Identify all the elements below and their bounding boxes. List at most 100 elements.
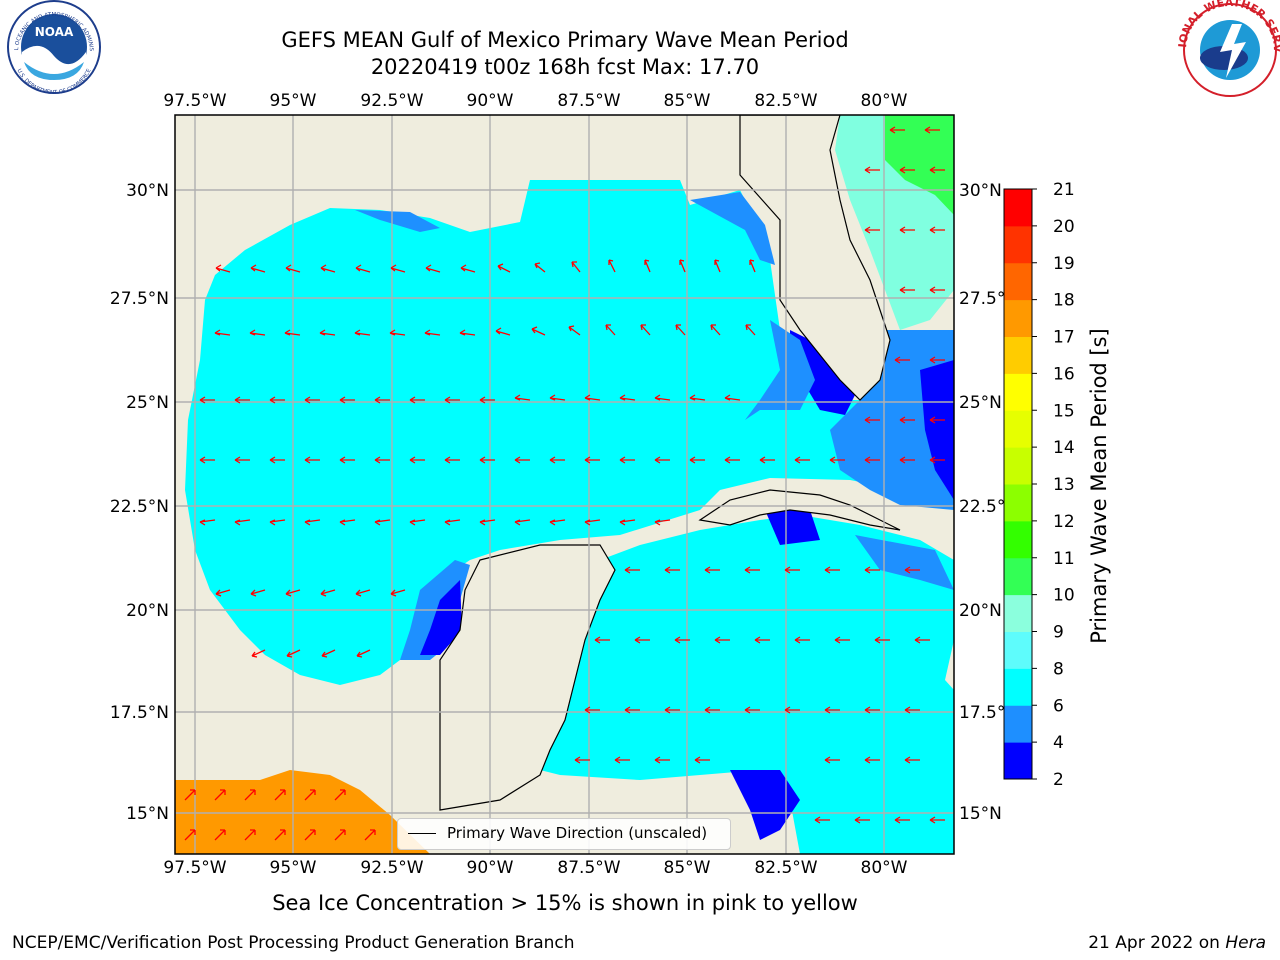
map-subtitle: 20220419 t00z 168h fcst Max: 17.70	[370, 55, 760, 79]
lon-label-bottom: 92.5°W	[360, 858, 423, 878]
colorbar-title: Primary Wave Mean Period [s]	[1087, 328, 1111, 644]
legend-line-sample	[408, 833, 436, 834]
cuba-land	[698, 489, 901, 531]
honduras-deep	[730, 770, 800, 840]
wave-direction-arrows	[199, 126, 945, 824]
colorbar-segment	[1004, 410, 1032, 448]
yucatan-land	[439, 544, 616, 811]
panhandle-mid	[690, 192, 775, 265]
sea-ice-note: Sea Ice Concentration > 15% is shown in …	[272, 891, 858, 915]
colorbar-segment	[1004, 447, 1032, 485]
lon-labels-bottom: 97.5°W 95°W 92.5°W 90°W 87.5°W 85°W 82.5…	[163, 858, 907, 878]
nws-arc-text: NATIONAL WEATHER SERVICE	[0, 0, 1280, 53]
colorbar-tick-label: 4	[1053, 733, 1064, 753]
lon-label-bottom: 80°W	[861, 858, 908, 878]
lat-label-left: 30°N	[126, 181, 169, 201]
lat-label-right: 22.5°N	[959, 497, 1018, 517]
bahamas-deep	[920, 360, 954, 500]
hispaniola-area	[945, 640, 954, 690]
footer-date-text: 21 Apr 2022 on	[1088, 933, 1226, 953]
colorbar-segment	[1004, 705, 1032, 743]
florida-keys-deep	[790, 330, 855, 415]
colorbar-tick-label: 17	[1053, 328, 1075, 348]
lat-label-left: 20°N	[126, 601, 169, 621]
colorbar-tick-label: 18	[1053, 291, 1075, 311]
lat-label-left: 27.5°N	[110, 289, 169, 309]
colorbar-segment	[1004, 299, 1032, 337]
lat-label-left: 25°N	[126, 393, 169, 413]
footer-credit: NCEP/EMC/Verification Post Processing Pr…	[12, 933, 575, 953]
colorbar-segment	[1004, 225, 1032, 264]
colorbar-tick-label: 11	[1053, 549, 1075, 569]
colorbar-segment	[1004, 557, 1032, 596]
lon-label-bottom: 87.5°W	[557, 858, 620, 878]
gulf-water	[185, 180, 930, 685]
lat-labels-left: 30°N 27.5°N 25°N 22.5°N 20°N 17.5°N 15°N	[110, 181, 169, 824]
footer-host: Hera	[1225, 933, 1266, 953]
lon-label-top: 80°W	[861, 91, 908, 111]
colorbar-tick-label: 9	[1053, 623, 1064, 643]
nws-logo: NATIONAL WEATHER SERVICE	[0, 0, 1280, 97]
florida-land	[739, 115, 891, 401]
lon-label-top: 95°W	[270, 91, 317, 111]
colorbar-ticks: 2 4 6 8 9 10 11 12 13 14 15 16 17 18 19 20 21	[1032, 180, 1075, 790]
lat-label-right: 27.5°N	[959, 289, 1018, 309]
legend-label: Primary Wave Direction (unscaled)	[447, 824, 708, 842]
colorbar-segment	[1004, 262, 1032, 301]
lat-label-left: 22.5°N	[110, 497, 169, 517]
colorbar-segment	[1004, 668, 1032, 706]
cuba-south-deep	[765, 510, 820, 545]
colorbar-tick-label: 19	[1053, 254, 1075, 274]
colorbar-segment	[1004, 373, 1032, 411]
lon-label-bottom: 85°W	[664, 858, 711, 878]
colorbar-segment	[1004, 189, 1032, 227]
lat-label-left: 15°N	[126, 804, 169, 824]
colorbar-tick-label: 2	[1053, 770, 1064, 790]
colorbar-segment	[1004, 484, 1032, 522]
svg-text:NATIONAL WEATHER SERVICE: NATIONAL WEATHER SERVICE	[0, 0, 1280, 53]
lon-label-top: 92.5°W	[360, 91, 423, 111]
map-title: GEFS MEAN Gulf of Mexico Primary Wave Me…	[281, 28, 849, 52]
colorbar-tick-label: 13	[1053, 475, 1075, 495]
map-legend: Primary Wave Direction (unscaled)	[397, 818, 731, 850]
colorbar-tick-label: 14	[1053, 438, 1075, 458]
colorbar	[1003, 188, 1033, 780]
yucatan-deep	[420, 580, 462, 655]
lat-label-right: 20°N	[959, 601, 1002, 621]
map-area	[175, 115, 954, 854]
lat-label-right: 25°N	[959, 393, 1002, 413]
lat-label-right: 30°N	[959, 181, 1002, 201]
cayman-mid	[855, 535, 954, 590]
colorbar-segment	[1004, 594, 1032, 632]
graticule	[175, 115, 954, 854]
colorbar-tick-label: 6	[1053, 696, 1064, 716]
footer-date: 21 Apr 2022 on Hera	[1088, 933, 1266, 953]
colorbar-segment	[1004, 336, 1032, 374]
colorbar-tick-label: 20	[1053, 217, 1075, 237]
colorbar-segment	[1004, 520, 1032, 559]
lat-labels-right: 30°N 27.5°N 25°N 22.5°N 20°N 17.5°N 15°N	[959, 181, 1018, 824]
map-frame	[174, 114, 955, 855]
caribbean-water	[540, 515, 954, 854]
lon-label-bottom: 82.5°W	[754, 858, 817, 878]
colorbar-tick-label: 15	[1053, 401, 1075, 421]
colorbar-tick-label: 16	[1053, 364, 1075, 384]
colorbar-tick-label: 8	[1053, 659, 1064, 679]
lon-labels-top: 97.5°W 95°W 92.5°W 90°W 87.5°W 85°W 82.5…	[163, 91, 907, 111]
colorbar-tick-label: 10	[1053, 586, 1075, 606]
lon-label-bottom: 90°W	[467, 858, 514, 878]
lon-label-top: 97.5°W	[163, 91, 226, 111]
noaa-logo-text: NOAA	[35, 25, 74, 39]
noaa-logo: NOAA NATIONAL OCEANIC AND ATMOSPHERIC AD…	[0, 0, 101, 96]
lon-label-bottom: 95°W	[270, 858, 317, 878]
lat-label-right: 15°N	[959, 804, 1002, 824]
lon-label-top: 82.5°W	[754, 91, 817, 111]
colorbar-tick-label: 21	[1053, 180, 1075, 200]
pacific-orange	[175, 770, 430, 854]
lon-label-top: 90°W	[467, 91, 514, 111]
colorbar-tick-label: 12	[1053, 512, 1075, 532]
pacific-arrows	[184, 789, 376, 841]
lat-label-left: 17.5°N	[110, 703, 169, 723]
colorbar-segment	[1004, 631, 1032, 669]
